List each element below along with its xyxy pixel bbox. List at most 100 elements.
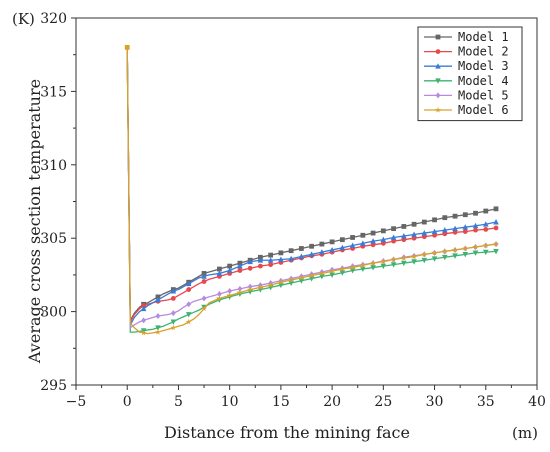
data-point bbox=[329, 239, 335, 245]
data-point bbox=[401, 232, 407, 239]
legend-item: Model 5 bbox=[424, 88, 509, 102]
data-point bbox=[217, 266, 222, 272]
data-point bbox=[359, 262, 366, 268]
data-point bbox=[473, 210, 478, 216]
data-point bbox=[370, 230, 376, 236]
data-point bbox=[411, 231, 417, 237]
data-point bbox=[236, 289, 243, 296]
data-point bbox=[462, 251, 469, 258]
data-point bbox=[227, 288, 233, 295]
data-point bbox=[201, 305, 208, 312]
data-point bbox=[288, 255, 294, 262]
data-point bbox=[186, 287, 192, 292]
data-point bbox=[339, 270, 346, 276]
data-point bbox=[483, 208, 489, 214]
data-point bbox=[298, 246, 304, 251]
data-point bbox=[186, 301, 192, 308]
y-tick-label: 305 bbox=[40, 231, 67, 247]
legend-item: Model 1 bbox=[424, 30, 509, 44]
data-point bbox=[201, 295, 207, 302]
legend-label: Model 3 bbox=[458, 59, 509, 73]
data-point bbox=[462, 224, 469, 230]
data-point bbox=[482, 249, 489, 256]
x-tick-label: 40 bbox=[528, 394, 546, 410]
data-point bbox=[493, 225, 499, 231]
data-point bbox=[278, 250, 284, 256]
x-tick-label: 5 bbox=[174, 394, 183, 410]
legend-item: Model 2 bbox=[424, 45, 509, 59]
data-point bbox=[298, 274, 305, 281]
data-point bbox=[339, 237, 345, 243]
data-point bbox=[421, 230, 428, 236]
x-tick-label: 10 bbox=[221, 394, 239, 410]
data-point bbox=[309, 243, 315, 249]
data-point bbox=[380, 240, 386, 246]
y-tick-label: 300 bbox=[40, 305, 67, 321]
data-point bbox=[431, 256, 438, 262]
data-point bbox=[201, 273, 207, 279]
data-point bbox=[421, 251, 428, 257]
data-point bbox=[308, 272, 315, 279]
data-point bbox=[391, 226, 396, 232]
data-point bbox=[452, 225, 458, 232]
data-point bbox=[226, 292, 233, 299]
data-point bbox=[185, 280, 192, 287]
data-point bbox=[329, 272, 335, 278]
data-point bbox=[492, 240, 500, 247]
data-point bbox=[411, 253, 418, 260]
data-point bbox=[247, 286, 254, 293]
data-point bbox=[432, 232, 437, 238]
data-point bbox=[349, 242, 356, 248]
data-point bbox=[308, 251, 315, 257]
data-point bbox=[401, 260, 407, 267]
data-point bbox=[185, 318, 192, 325]
data-point bbox=[411, 221, 417, 227]
data-point bbox=[226, 267, 233, 273]
legend-label: Model 2 bbox=[458, 45, 509, 59]
data-point bbox=[257, 287, 264, 293]
legend-label: Model 1 bbox=[458, 30, 509, 44]
data-point bbox=[170, 288, 177, 294]
series-layer bbox=[126, 47, 500, 336]
data-point bbox=[217, 290, 222, 297]
data-point bbox=[473, 227, 478, 233]
data-point bbox=[482, 242, 489, 249]
data-point bbox=[201, 279, 207, 284]
x-tick-label: 30 bbox=[426, 394, 444, 410]
legend-box bbox=[417, 26, 523, 122]
data-point bbox=[154, 328, 161, 335]
x-axis-title: Distance from the mining face bbox=[164, 423, 410, 442]
legend-marker bbox=[435, 92, 441, 99]
data-point bbox=[155, 296, 161, 303]
y-tick-label: 295 bbox=[40, 378, 67, 394]
legend-marker bbox=[435, 63, 441, 69]
data-point bbox=[278, 256, 284, 262]
data-point bbox=[257, 284, 264, 290]
data-point bbox=[483, 226, 489, 232]
data-point bbox=[390, 256, 397, 263]
y-tick-label: 320 bbox=[40, 11, 67, 27]
data-point bbox=[370, 259, 377, 266]
data-point bbox=[216, 295, 223, 301]
data-point bbox=[370, 265, 376, 271]
legend-marker bbox=[434, 106, 442, 113]
data-point bbox=[349, 264, 356, 271]
data-point bbox=[319, 241, 325, 247]
data-point bbox=[421, 234, 427, 240]
data-point bbox=[267, 284, 274, 291]
data-point bbox=[247, 289, 253, 295]
series-line bbox=[126, 47, 497, 323]
data-point bbox=[462, 229, 468, 234]
data-point bbox=[482, 221, 489, 227]
data-point bbox=[216, 270, 223, 276]
data-point bbox=[155, 325, 161, 331]
data-point bbox=[462, 212, 468, 218]
start-data-point bbox=[124, 44, 130, 50]
data-point bbox=[391, 238, 396, 244]
data-point bbox=[298, 253, 305, 259]
series-6 bbox=[126, 47, 500, 336]
y-tick-label: 310 bbox=[40, 158, 67, 174]
data-point bbox=[452, 213, 458, 219]
y-axis-unit: (K) bbox=[12, 10, 35, 28]
